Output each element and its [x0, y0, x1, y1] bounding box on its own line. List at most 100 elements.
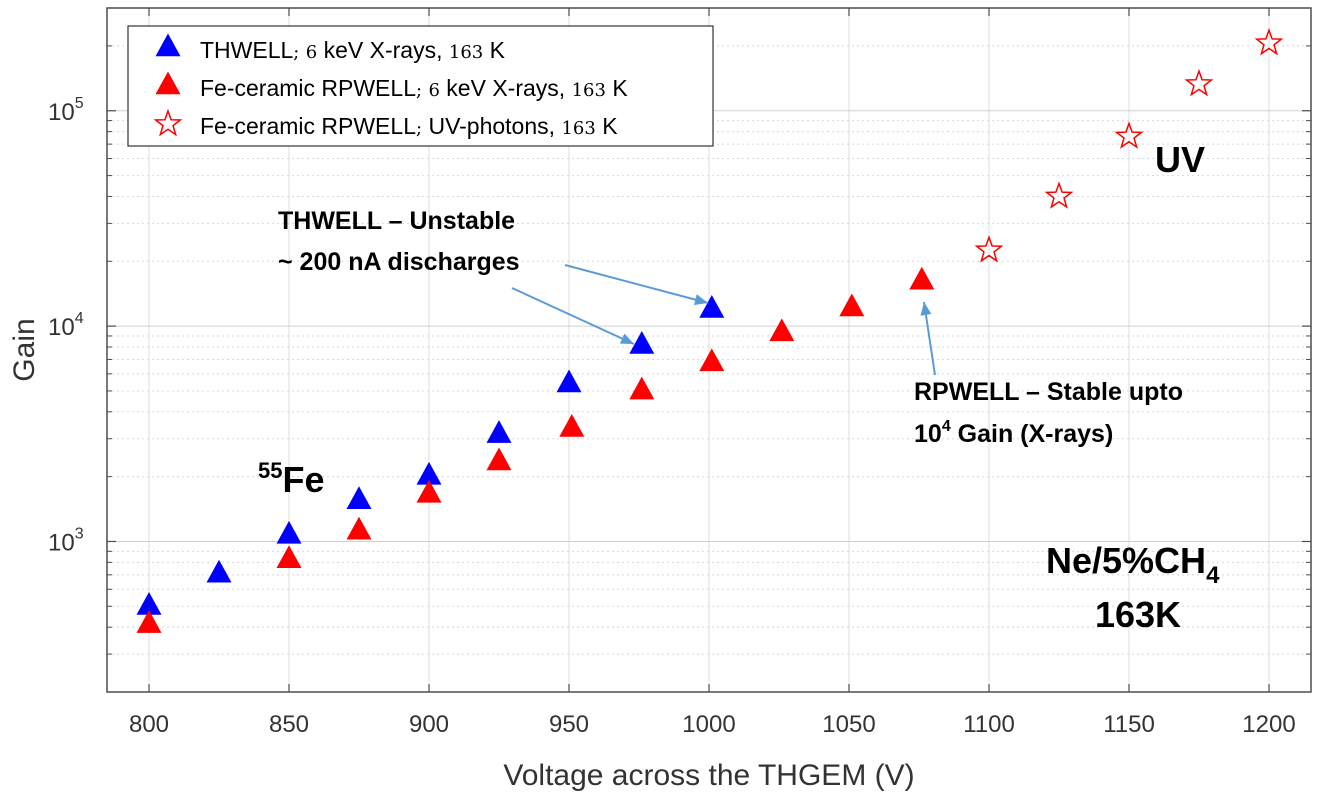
data-point-triangle: [839, 293, 865, 317]
legend-thwell-mid: 6: [306, 42, 317, 63]
data-point-triangle: [136, 591, 162, 615]
annotation-gas-sub: 4: [1206, 562, 1220, 589]
data-point-triangle: [276, 520, 302, 544]
legend-thwell-temp-unit: K: [490, 37, 506, 63]
x-tick-label: 900: [409, 711, 449, 738]
legend-rpwell-xray-main: Fe-ceramic RPWELL: [200, 75, 416, 101]
annotation-temperature: 163K: [1095, 594, 1181, 635]
annotation-rpwell-base: 10: [914, 420, 942, 448]
data-point-triangle: [629, 331, 655, 354]
data-point-triangle: [136, 610, 162, 633]
annotation-rpwell-exp: 4: [942, 418, 951, 435]
annotation-gas-base: Ne/5%CH: [1046, 540, 1206, 581]
y-tick-base: 10: [48, 99, 75, 126]
data-point-star: [974, 235, 1004, 263]
data-point-triangle: [556, 369, 582, 393]
legend-rpwell-uv-main: Fe-ceramic RPWELL: [200, 113, 416, 139]
arrow-thwell-upper-head: [694, 294, 708, 305]
annotation-fe55: 55Fe: [258, 458, 325, 500]
legend-star-marker: [153, 108, 183, 137]
data-point-triangle: [769, 318, 795, 342]
legend-entry-rpwell-uv: Fe-ceramic RPWELL; UV-photons, 163 K: [200, 113, 618, 139]
data-point-triangle: [699, 348, 725, 372]
legend-thwell-temp: 163: [449, 42, 483, 63]
axis-ticks: [107, 7, 1311, 693]
annotation-fe55-sup: 55: [258, 458, 282, 483]
legend-rpwell-xray-temp-unit: K: [612, 75, 628, 101]
y-tick-base: 10: [48, 529, 75, 556]
x-tick-label: 850: [269, 711, 309, 738]
legend-rpwell-xray-unit: keV X-rays,: [446, 75, 565, 101]
data-point-star: [1184, 68, 1214, 97]
data-point-triangle: [276, 545, 302, 569]
legend-triangle-marker: [155, 71, 181, 95]
legend-rpwell-xray-sep: ;: [416, 80, 422, 101]
annotation-rpwell-rest: Gain (X-rays): [951, 420, 1114, 448]
y-tick-label: 104: [48, 310, 84, 341]
data-markers: [136, 27, 1284, 633]
data-point-triangle: [346, 486, 372, 509]
annotation-uv: UV: [1155, 139, 1205, 180]
annotation-rpwell-line1: RPWELL – Stable upto: [914, 378, 1183, 406]
data-point-triangle: [346, 516, 372, 540]
legend-triangle-marker: [155, 33, 181, 57]
legend-rpwell-uv-temp: 163: [561, 118, 595, 139]
legend-thwell-unit: keV X-rays,: [324, 37, 443, 63]
data-point-star: [1044, 181, 1074, 209]
annotation-thwell-line2: ~ 200 nA discharges: [278, 248, 520, 276]
arrow-thwell-lower-head: [619, 333, 634, 344]
data-point-triangle: [206, 559, 232, 583]
arrow-thwell-lower-shaft: [511, 287, 635, 345]
x-tick-label: 1050: [822, 711, 875, 738]
legend-thwell-main: THWELL: [200, 37, 294, 63]
x-tick-label: 1000: [682, 711, 735, 738]
data-point-triangle: [909, 266, 935, 290]
legend-rpwell-xray-temp: 163: [572, 80, 606, 101]
arrow-thwell-upper-shaft: [564, 264, 709, 304]
data-point-star: [1114, 121, 1144, 149]
y-tick-label: 105: [48, 95, 84, 126]
data-point-triangle: [416, 461, 442, 485]
y-tick-label: 103: [48, 525, 84, 556]
legend-marker-rpwell-xray: [155, 71, 181, 95]
annotations: UV THWELL – Unstable ~ 200 nA discharges…: [258, 139, 1220, 635]
annotation-arrows: [511, 264, 936, 376]
x-tick-label: 950: [549, 711, 589, 738]
annotation-fe55-base: Fe: [282, 459, 324, 500]
legend-thwell-sep: ;: [293, 42, 299, 63]
legend-rpwell-uv-temp-unit: K: [602, 113, 618, 139]
x-tick-label: 1200: [1242, 711, 1295, 738]
data-point-triangle: [416, 479, 442, 503]
x-axis-title: Voltage across the THGEM (V): [503, 759, 914, 792]
data-point-triangle: [486, 420, 512, 443]
legend-entry-thwell: THWELL; 6 keV X-rays, 163 K: [200, 37, 506, 63]
data-point-triangle: [486, 447, 512, 471]
annotation-thwell-line1: THWELL – Unstable: [278, 207, 515, 235]
x-tick-label: 1100: [963, 711, 1015, 738]
x-tick-label: 800: [129, 711, 169, 738]
x-tick-labels: 800 850 900 950 1000 1050 1100 1150 1200: [129, 711, 1296, 738]
legend-marker-thwell: [155, 33, 181, 57]
y-tick-exp: 3: [75, 525, 84, 542]
legend-rpwell-xray-mid: 6: [428, 80, 439, 101]
legend-box: [127, 25, 714, 147]
y-tick-exp: 5: [75, 95, 84, 112]
data-point-triangle: [629, 376, 655, 400]
legend-rpwell-uv-unit: UV-photons,: [428, 113, 555, 139]
annotation-gas: Ne/5%CH4: [1046, 540, 1220, 589]
arrow-rpwell-head: [920, 302, 932, 316]
y-tick-base: 10: [48, 314, 75, 341]
legend-rpwell-uv-sep: ;: [416, 118, 422, 139]
y-tick-exp: 4: [75, 310, 84, 327]
data-point-triangle: [559, 413, 585, 437]
legend: THWELL; 6 keV X-rays, 163 K Fe-ceramic R…: [127, 25, 714, 147]
legend-marker-rpwell-uv: [153, 108, 183, 137]
data-point-triangle: [699, 295, 725, 318]
x-tick-label: 1150: [1103, 711, 1155, 738]
data-point-star: [1254, 27, 1284, 56]
annotation-rpwell-line2: 104 Gain (X-rays): [914, 418, 1113, 448]
y-axis-title: Gain: [8, 318, 41, 381]
legend-entry-rpwell-xray: Fe-ceramic RPWELL; 6 keV X-rays, 163 K: [200, 75, 628, 101]
